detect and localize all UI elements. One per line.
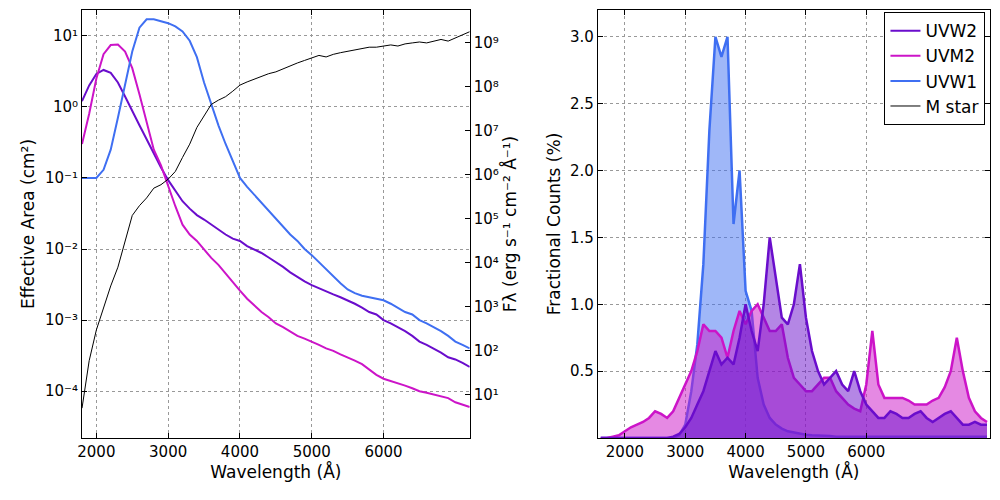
svg-text:3000: 3000 <box>666 443 704 461</box>
svg-text:10⁻⁴: 10⁻⁴ <box>45 382 78 400</box>
svg-text:M star: M star <box>925 97 978 117</box>
svg-text:5000: 5000 <box>293 443 331 461</box>
svg-text:10⁻²: 10⁻² <box>45 240 78 258</box>
svg-text:4000: 4000 <box>727 443 765 461</box>
svg-text:2.5: 2.5 <box>570 95 594 113</box>
svg-text:1.0: 1.0 <box>570 296 594 314</box>
svg-text:0.5: 0.5 <box>570 362 594 380</box>
svg-text:UVW2: UVW2 <box>925 21 977 41</box>
svg-text:2000: 2000 <box>606 443 644 461</box>
svg-text:Fλ (erg s⁻¹ cm⁻² Å⁻¹): Fλ (erg s⁻¹ cm⁻² Å⁻¹) <box>499 136 520 312</box>
svg-text:UVM2: UVM2 <box>925 46 975 66</box>
svg-text:6000: 6000 <box>364 443 402 461</box>
svg-text:10¹: 10¹ <box>53 27 78 45</box>
svg-text:10¹: 10¹ <box>474 386 499 404</box>
svg-text:10⁻¹: 10⁻¹ <box>45 169 78 187</box>
svg-text:3.0: 3.0 <box>570 28 594 46</box>
svg-text:1.5: 1.5 <box>570 229 594 247</box>
svg-text:10²: 10² <box>474 342 499 360</box>
svg-text:10⁹: 10⁹ <box>474 34 499 52</box>
svg-text:2000: 2000 <box>77 443 115 461</box>
svg-text:Fractional Counts (%): Fractional Counts (%) <box>544 133 564 316</box>
svg-text:10⁻³: 10⁻³ <box>45 311 78 329</box>
svg-text:10³: 10³ <box>474 298 499 316</box>
svg-text:5000: 5000 <box>787 443 825 461</box>
svg-text:10⁰: 10⁰ <box>53 98 78 116</box>
svg-text:4000: 4000 <box>221 443 259 461</box>
svg-text:Wavelength (Å): Wavelength (Å) <box>728 461 859 482</box>
svg-text:10⁴: 10⁴ <box>474 254 499 272</box>
svg-text:2.0: 2.0 <box>570 162 594 180</box>
svg-text:10⁸: 10⁸ <box>474 78 499 96</box>
svg-text:10⁷: 10⁷ <box>474 122 499 140</box>
svg-text:UVW1: UVW1 <box>925 72 977 92</box>
svg-text:10⁵: 10⁵ <box>474 210 499 228</box>
svg-text:Effective Area (cm²): Effective Area (cm²) <box>18 139 38 309</box>
svg-text:6000: 6000 <box>847 443 885 461</box>
svg-text:10⁶: 10⁶ <box>474 166 499 184</box>
svg-text:3000: 3000 <box>149 443 187 461</box>
svg-text:Wavelength (Å): Wavelength (Å) <box>210 461 341 482</box>
